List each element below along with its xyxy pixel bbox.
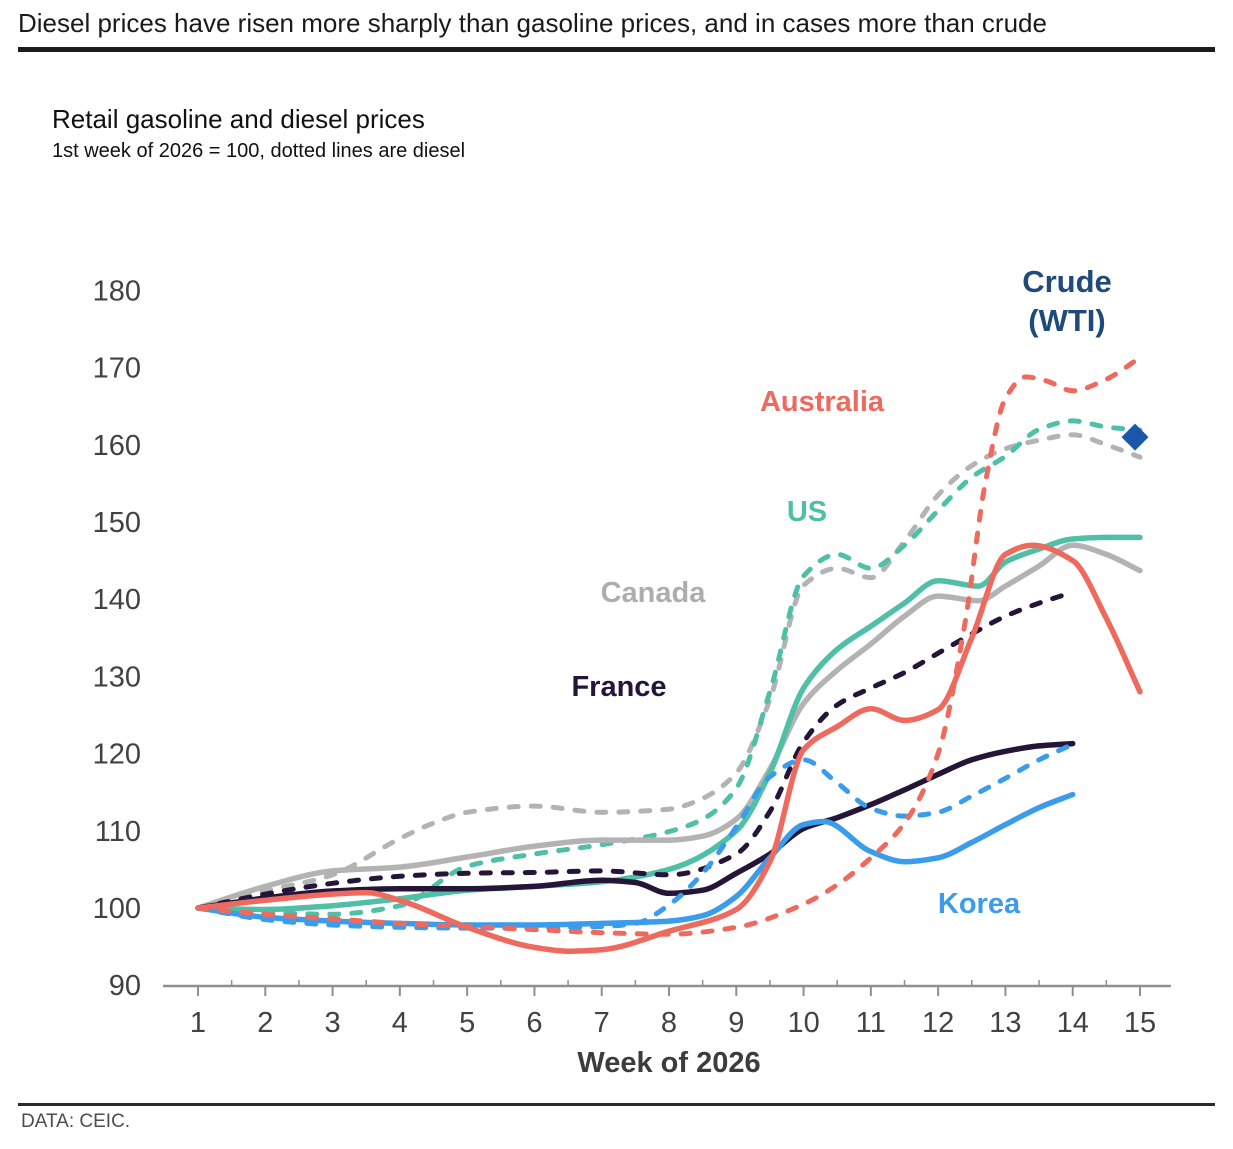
x-tick-label: 15 [1124, 1007, 1156, 1039]
series-label-text-australia: Australia [760, 386, 885, 418]
x-tick-label: 14 [1057, 1007, 1089, 1039]
x-tick-label: 12 [922, 1007, 954, 1039]
y-tick-label: 180 [93, 275, 141, 307]
y-tick-label: 140 [93, 584, 141, 616]
x-tick-label: 8 [661, 1007, 677, 1039]
x-tick-label: 6 [526, 1007, 542, 1039]
x-tick-label: 5 [459, 1007, 475, 1039]
x-tick-label: 13 [989, 1007, 1021, 1039]
x-tick-label: 1 [190, 1007, 206, 1039]
series-line-france-gasoline [195, 740, 1076, 911]
x-tick-label: 2 [257, 1007, 273, 1039]
y-tick-label: 170 [93, 353, 141, 385]
series-label-france: France [571, 671, 666, 703]
y-tick-label: 130 [93, 661, 141, 693]
data-source: DATA: CEIC. [21, 1111, 131, 1132]
series-label-us: US [787, 496, 827, 528]
x-tick-label: 9 [728, 1007, 744, 1039]
series-label-australia: Australia [760, 386, 885, 418]
title-underline [18, 47, 1215, 52]
chart-subtitle: 1st week of 2026 = 100, dotted lines are… [52, 140, 466, 162]
x-tick-label: 11 [856, 1007, 886, 1039]
y-tick-label: 100 [93, 893, 141, 925]
y-tick-label: 90 [109, 970, 141, 1002]
series-line-australia-gasoline [195, 542, 1143, 954]
chart-title: Retail gasoline and diesel prices [52, 104, 425, 134]
x-tick-label: 4 [392, 1007, 408, 1039]
series-label-korea: Korea [938, 888, 1021, 920]
series-line-korea-diesel [195, 741, 1076, 931]
series-group [195, 355, 1143, 954]
footer-divider [18, 1103, 1215, 1106]
x-tick-label: 10 [787, 1007, 819, 1039]
series-label-text-crude-wti: Crude [1022, 264, 1112, 299]
series-label-text-us: US [787, 496, 827, 528]
y-tick-label: 160 [93, 430, 141, 462]
series-line-australia-diesel [195, 355, 1143, 937]
series-label-text-crude-wti: (WTI) [1028, 303, 1105, 338]
x-axis-title: Week of 2026 [577, 1047, 760, 1079]
x-tick-label: 3 [325, 1007, 341, 1039]
series-label-canada: Canada [601, 577, 707, 609]
page-title: Diesel prices have risen more sharply th… [18, 8, 1047, 38]
y-tick-label: 150 [93, 507, 141, 539]
y-axis: 90 100 110 120 130 140 150 160 170 180 [93, 275, 141, 1002]
series-label-text-canada: Canada [601, 577, 707, 609]
series-line-canada-diesel [195, 432, 1143, 911]
series-label-text-korea: Korea [938, 888, 1021, 920]
series-line-france-diesel [195, 589, 1076, 911]
y-tick-label: 120 [93, 739, 141, 771]
y-tick-label: 110 [95, 816, 141, 848]
series-label-text-france: France [571, 671, 666, 703]
x-tick-label: 7 [594, 1007, 610, 1039]
series-label-crude-wti: Crude (WTI) [1022, 264, 1112, 338]
crude-wti-diamond-marker [1121, 423, 1149, 451]
series-line-us-gasoline [195, 534, 1143, 913]
